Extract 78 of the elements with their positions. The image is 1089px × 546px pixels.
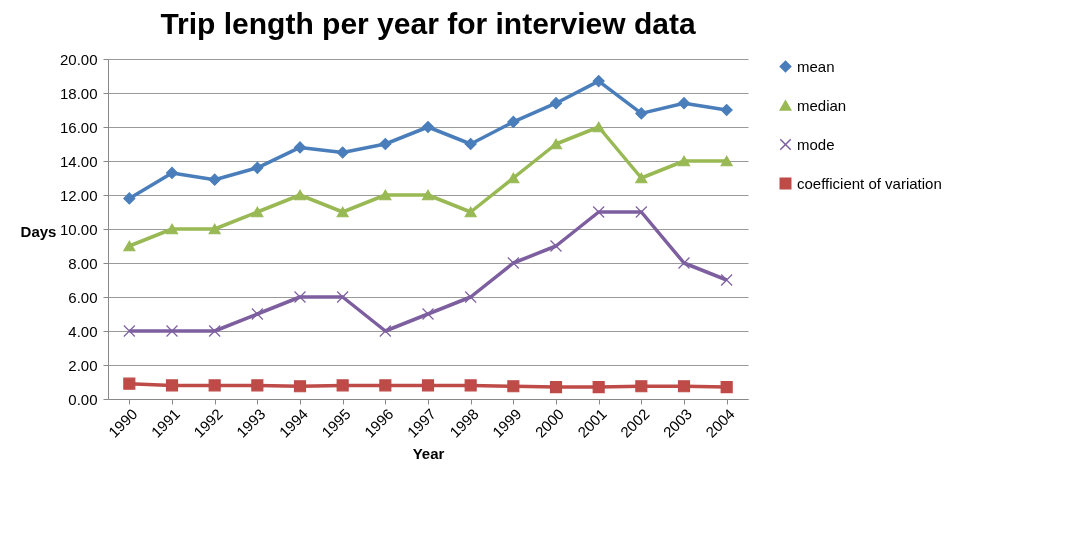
point — [677, 380, 691, 393]
chart-title: Trip length per year for interview data — [160, 7, 696, 40]
point — [549, 381, 563, 394]
point — [677, 97, 691, 110]
point — [464, 290, 477, 304]
point — [208, 223, 221, 235]
y-tick-label: 4.00 — [68, 322, 98, 340]
point — [251, 206, 264, 218]
point — [123, 377, 136, 390]
point — [464, 137, 477, 151]
point — [336, 290, 349, 304]
point — [507, 380, 520, 393]
point — [293, 290, 307, 304]
point — [507, 172, 520, 184]
point — [720, 155, 733, 167]
point — [592, 75, 605, 88]
point — [379, 324, 392, 338]
point — [720, 381, 733, 394]
point — [379, 379, 392, 392]
point — [421, 307, 435, 321]
point — [293, 189, 307, 201]
point — [251, 161, 264, 174]
point — [123, 192, 136, 205]
point — [592, 121, 605, 133]
point — [123, 240, 136, 252]
point — [336, 379, 349, 392]
point — [549, 97, 563, 110]
y-tick-label: 12.00 — [59, 186, 98, 204]
y-tick-label: 20.00 — [59, 50, 98, 68]
y-tick-label: 6.00 — [68, 288, 98, 306]
legend-label: mean — [797, 57, 835, 75]
point — [208, 379, 221, 392]
point — [464, 206, 477, 218]
legend-label: median — [797, 96, 847, 114]
legend-label: mode — [797, 135, 835, 153]
point — [549, 239, 563, 253]
y-tick-label: 14.00 — [59, 152, 98, 170]
point — [421, 120, 435, 134]
point — [464, 379, 477, 392]
x-axis-title: Year — [412, 444, 445, 462]
point — [421, 189, 435, 201]
y-axis-title: Days — [20, 222, 57, 240]
point — [336, 146, 349, 159]
point — [379, 189, 392, 201]
legend-label: coefficient of variation — [797, 174, 942, 192]
point — [592, 381, 605, 394]
y-tick-label: 8.00 — [68, 254, 98, 272]
y-tick-label: 0.00 — [68, 390, 98, 408]
point — [635, 205, 648, 219]
point — [165, 166, 179, 179]
point — [251, 379, 264, 392]
point — [165, 324, 179, 338]
point — [635, 380, 648, 393]
point — [123, 324, 136, 338]
point — [165, 379, 179, 392]
point — [208, 324, 221, 338]
y-tick-label: 18.00 — [59, 84, 98, 102]
point — [208, 173, 221, 186]
point — [421, 379, 435, 392]
y-tick-label: 16.00 — [59, 118, 98, 136]
point — [720, 273, 733, 287]
y-tick-label: 10.00 — [59, 220, 98, 238]
point — [336, 206, 349, 218]
point — [293, 141, 307, 154]
point — [635, 172, 648, 184]
point — [635, 107, 648, 120]
point — [251, 307, 264, 321]
y-tick-label: 2.00 — [68, 356, 98, 374]
point — [677, 155, 691, 167]
point — [720, 103, 733, 117]
point — [592, 205, 605, 219]
point — [379, 137, 392, 151]
point — [677, 256, 691, 270]
point — [165, 223, 179, 235]
point — [507, 115, 520, 128]
point — [549, 138, 563, 150]
point — [507, 256, 520, 270]
point — [293, 380, 307, 393]
